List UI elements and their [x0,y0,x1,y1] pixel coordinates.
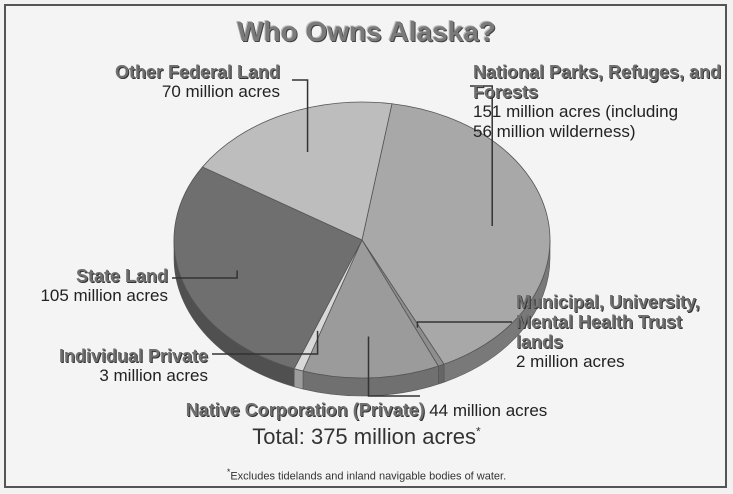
slice-value: 105 million acres [40,286,168,305]
slice-name: Municipal, University, Mental Health Tru… [516,292,700,352]
slice-name: National Parks, Refuges, and Forests [473,62,722,102]
slice-name: State Land [75,266,168,286]
slice-side-1 [438,363,445,385]
slice-value: 70 million acres [161,82,280,101]
pie-depth [173,239,551,397]
pie-slice-4 [173,166,363,370]
label-state-land: State Land 105 million acres [8,266,168,306]
slice-name: Other Federal Land [114,62,280,82]
slice-value: 151 million acres (including [473,102,679,121]
slice-name: Native Corporation (Private) [185,400,425,420]
footnote-mark: * [226,467,231,477]
leader-lines [172,79,512,397]
leader-line-2 [367,336,420,397]
pie-slice-2 [302,239,439,379]
chart-title: Who Owns Alaska? [237,16,496,47]
total-footnote-mark: * [476,424,481,439]
footnote: *Excludes tidelands and inland navigable… [226,467,507,483]
leader-line-3 [212,330,319,355]
slice-value: 2 million acres [516,352,625,371]
pie-slices [173,101,551,379]
label-individual-private: Individual Private 3 million acres [18,346,208,386]
pie-slice-5 [201,101,393,241]
leader-line-0 [470,85,493,226]
leader-line-5 [292,79,309,153]
slice-value-note: 56 million wilderness) [473,122,636,141]
leader-line-1 [416,321,512,328]
label-native-corporation: Native Corporation (Private) 44 million … [0,400,733,422]
label-other-federal: Other Federal Land 70 million acres [70,62,280,102]
leader-line-4 [172,270,238,279]
slice-side-3 [293,368,304,390]
slice-value: 44 million acres [429,401,548,420]
label-municipal: Municipal, University, Mental Health Tru… [516,292,726,372]
pie-slice-0 [361,103,551,365]
total-label: Total: 375 million acres* [252,424,481,449]
slice-name: Individual Private [58,346,208,366]
label-national-parks: National Parks, Refuges, and Forests 151… [473,62,728,142]
slice-value: 3 million acres [99,366,208,385]
